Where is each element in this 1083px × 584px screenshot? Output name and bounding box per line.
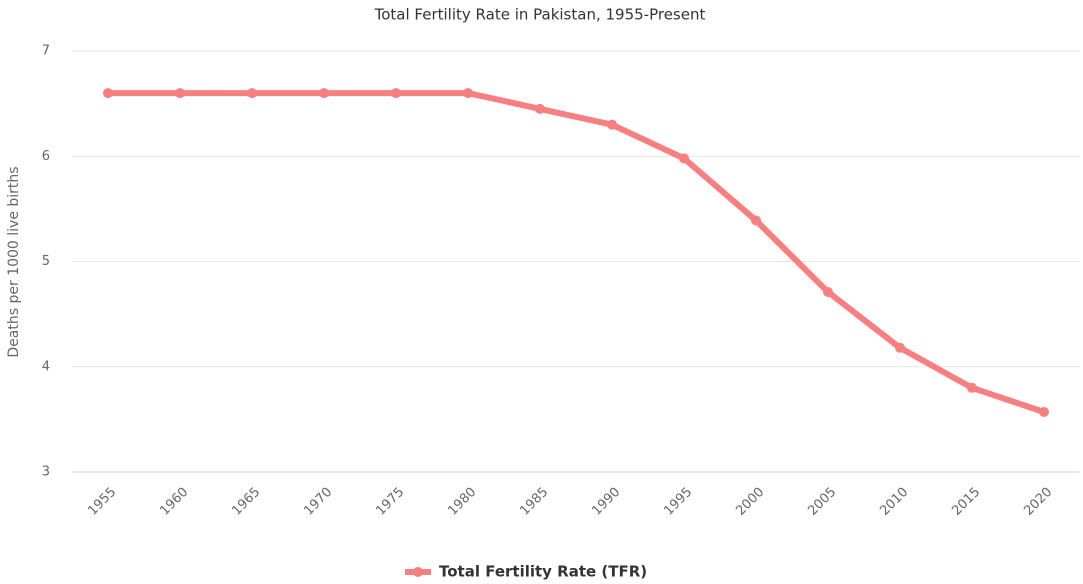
point — [103, 88, 113, 99]
x-tick-label: 2000 — [733, 485, 767, 519]
x-tick-label: 1985 — [517, 485, 551, 519]
x-tick-label: 2005 — [805, 485, 839, 519]
y-tick-label: 3 — [42, 465, 50, 480]
y-tick-label: 4 — [42, 359, 50, 374]
point — [1039, 407, 1049, 418]
y-tick-label: 6 — [42, 149, 50, 164]
y-tick-label: 5 — [42, 254, 50, 269]
x-tick-label: 1965 — [229, 485, 263, 519]
point — [319, 88, 329, 99]
x-tick-label: 2010 — [877, 485, 911, 519]
point — [247, 88, 257, 99]
point — [175, 88, 185, 99]
x-tick-label: 1960 — [157, 485, 191, 519]
point — [463, 88, 473, 99]
point — [751, 215, 761, 226]
line — [108, 90, 1045, 415]
point — [679, 153, 689, 164]
x-tick-label: 2015 — [949, 485, 983, 519]
x-tick-label: 2020 — [1021, 485, 1055, 519]
point — [535, 103, 545, 114]
legend-label: Total Fertility Rate (TFR) — [439, 563, 647, 581]
point — [823, 287, 833, 298]
x-tick-label: 1990 — [589, 485, 623, 519]
point — [391, 88, 401, 99]
point — [607, 119, 617, 130]
x-tick-label: 1970 — [301, 485, 335, 519]
chart-title: Total Fertility Rate in Pakistan, 1955-P… — [374, 6, 706, 24]
y-axis-title: Deaths per 1000 live births — [6, 166, 22, 357]
point — [895, 342, 905, 353]
x-tick-label: 1975 — [373, 485, 407, 519]
x-tick-label: 1995 — [661, 485, 695, 519]
x-tick-label: 1980 — [445, 485, 479, 519]
x-tick-label: 1955 — [85, 485, 119, 519]
legend-swatch-marker — [413, 567, 423, 577]
y-tick-label: 7 — [42, 44, 50, 59]
point — [967, 382, 977, 393]
